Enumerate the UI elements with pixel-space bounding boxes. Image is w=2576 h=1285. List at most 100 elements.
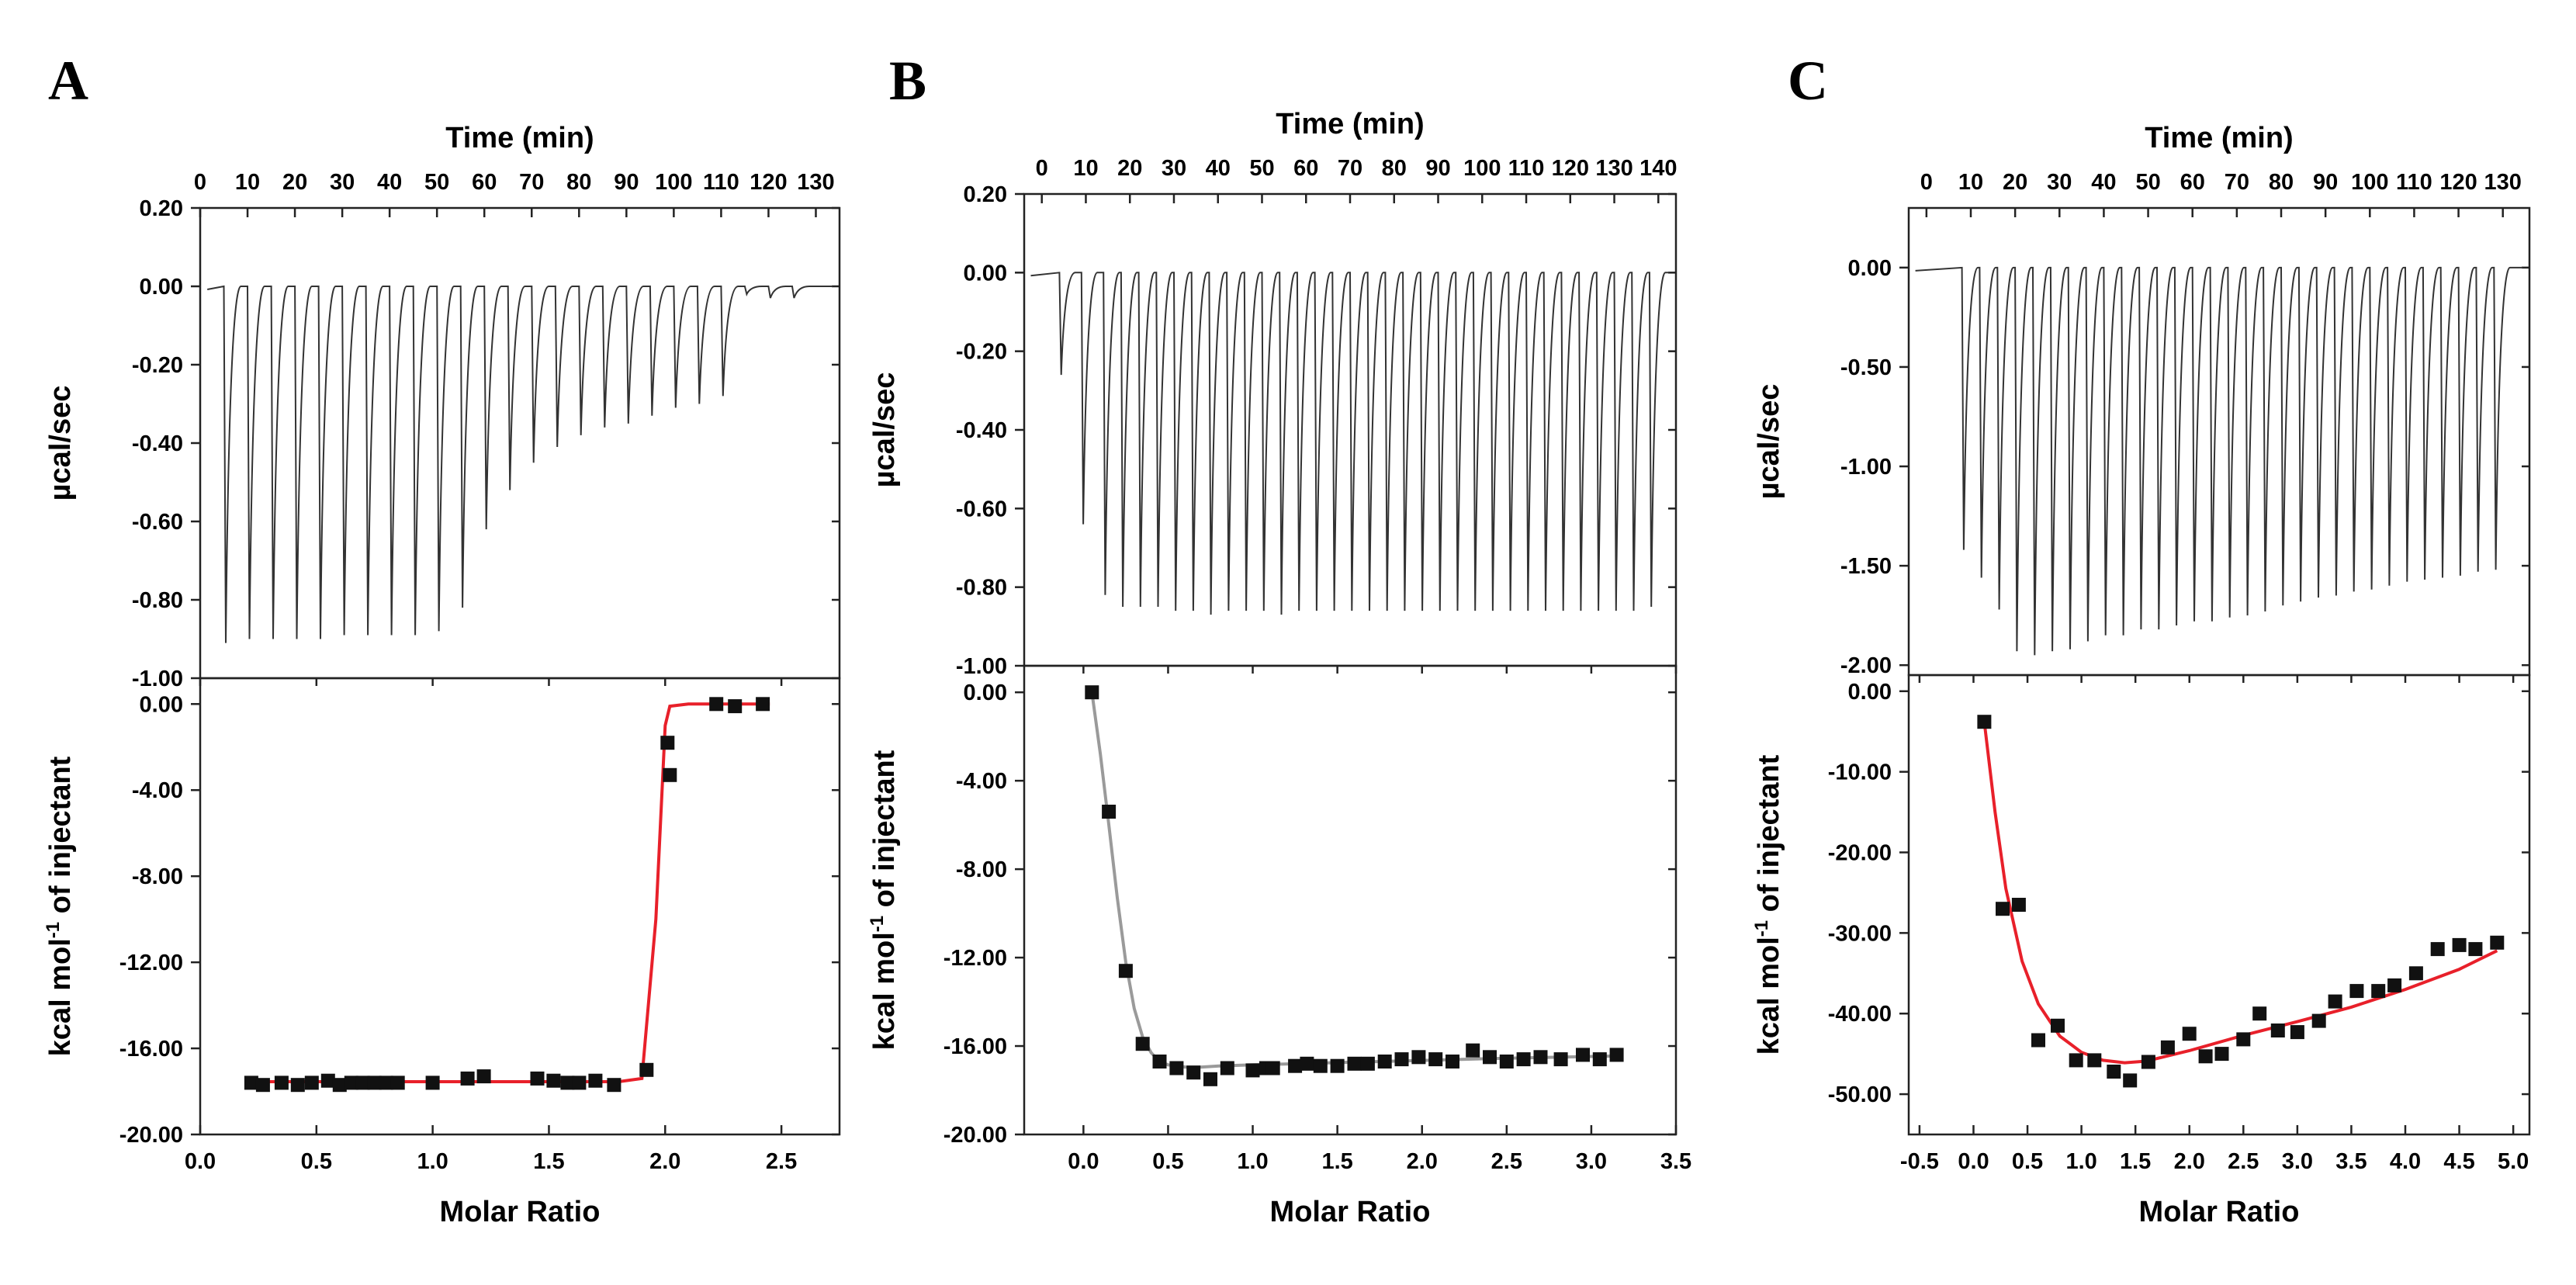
bottom-y-tick-label: -8.00 <box>956 857 1007 882</box>
bottom-plot-frame <box>1023 664 1678 1136</box>
data-point <box>1483 1050 1497 1065</box>
bottom-y-tick-label: -4.00 <box>132 778 183 803</box>
top-x-tick-label: 100 <box>655 170 692 195</box>
top-y-tick-label: -0.50 <box>1840 355 1892 380</box>
bottom-y-tick-label: -30.00 <box>1828 921 1892 946</box>
data-point <box>1288 1058 1303 1073</box>
top-y-tick-label: -2.00 <box>1840 653 1892 678</box>
bottom-y-tick-label: -40.00 <box>1828 1002 1892 1027</box>
data-point <box>1152 1055 1167 1069</box>
data-point <box>2123 1073 2138 1088</box>
data-point <box>709 697 724 712</box>
top-x-tick-label: 60 <box>2180 170 2205 195</box>
data-point <box>1220 1061 1234 1075</box>
data-point <box>1553 1052 1568 1067</box>
top-y-tick-label: -0.20 <box>956 340 1007 365</box>
top-y-tick-label: 0.00 <box>140 275 183 300</box>
data-point <box>1265 1061 1280 1075</box>
data-point <box>639 1062 654 1077</box>
data-point <box>1394 1052 1409 1067</box>
top-x-tick-label: 30 <box>330 170 355 195</box>
top-y-tick-label: -0.80 <box>132 588 183 613</box>
bottom-y-tick-label: -20.00 <box>943 1123 1007 1148</box>
data-point <box>1313 1058 1328 1073</box>
data-point <box>2107 1065 2121 1079</box>
top-x-tick-label: 60 <box>1293 156 1318 181</box>
top-x-tick-label: 80 <box>566 170 591 195</box>
data-point <box>1977 715 1992 729</box>
data-point <box>2011 898 2026 912</box>
raw-thermogram-trace <box>1915 266 2523 656</box>
bottom-x-tick-label: 1.0 <box>417 1149 448 1174</box>
bottom-x-tick-label: 0.5 <box>301 1149 332 1174</box>
top-x-tick-label: 120 <box>2439 170 2477 195</box>
bottom-y-tick-label: -50.00 <box>1828 1082 1892 1107</box>
top-x-tick-label: 70 <box>519 170 544 195</box>
data-point <box>425 1075 440 1090</box>
top-y-axis-label: µcal/sec <box>44 386 77 501</box>
top-x-tick-label: 90 <box>614 170 639 195</box>
top-y-axis-label: µcal/sec <box>1753 384 1785 500</box>
top-x-tick-label: 100 <box>1463 156 1501 181</box>
data-point <box>1300 1056 1314 1071</box>
data-point <box>1377 1055 1392 1069</box>
bottom-x-axis-label: Molar Ratio <box>440 1196 601 1228</box>
top-x-tick-label: 140 <box>1639 156 1677 181</box>
top-y-tick-label: 0.20 <box>964 182 1007 207</box>
top-x-tick-label: 110 <box>1508 156 1545 181</box>
data-point <box>1446 1055 1459 1069</box>
data-point <box>2430 942 2445 957</box>
y-label-part: kcal mol <box>1753 937 1785 1055</box>
top-x-tick-label: 80 <box>1382 156 1407 181</box>
data-point <box>390 1075 405 1090</box>
bottom-y-tick-label: 0.00 <box>1848 680 1892 705</box>
bottom-x-tick-label: 2.0 <box>649 1149 680 1174</box>
data-point <box>1499 1055 1514 1069</box>
panel-a: A Time (min) 0 10 20 30 40 50 60 70 80 90 100 110 120 1… <box>43 50 841 1228</box>
top-y-tick-label: -0.60 <box>956 497 1007 521</box>
top-x-tick-label: 120 <box>750 170 787 195</box>
top-x-tick-label: 10 <box>1958 170 1983 195</box>
data-point <box>1533 1050 1548 1065</box>
data-point <box>2270 1023 2285 1037</box>
y-label-part: of injectant <box>1753 754 1785 920</box>
y-label-superscript: -1 <box>867 916 888 932</box>
top-x-tick-label: 70 <box>2225 170 2249 195</box>
data-point <box>2031 1033 2045 1048</box>
panel-letter: A <box>48 50 88 112</box>
top-y-tick-label: -0.80 <box>956 576 1007 601</box>
data-point <box>379 1075 393 1090</box>
bottom-x-tick-label: 3.0 <box>1576 1149 1607 1174</box>
top-x-tick-label: 130 <box>1595 156 1633 181</box>
data-point <box>663 767 677 782</box>
data-point <box>332 1078 347 1093</box>
data-point <box>2290 1025 2304 1040</box>
data-point <box>460 1071 475 1086</box>
top-x-tick-label: 90 <box>2313 170 2338 195</box>
data-point <box>2214 1047 2229 1062</box>
data-point <box>2408 966 2423 981</box>
data-point <box>560 1075 575 1090</box>
data-point <box>2328 994 2342 1009</box>
bottom-x-axis-label: Molar Ratio <box>2139 1196 2300 1228</box>
data-point <box>2236 1032 2251 1047</box>
top-x-tick-label: 50 <box>1249 156 1274 181</box>
data-point <box>1576 1048 1590 1062</box>
data-point <box>320 1073 335 1088</box>
bottom-x-tick-label: 4.5 <box>2443 1149 2474 1174</box>
data-point <box>1411 1050 1426 1065</box>
top-x-tick-label: 0 <box>194 170 206 195</box>
data-point <box>1516 1052 1531 1067</box>
data-point <box>588 1073 603 1088</box>
fit-curve <box>1090 691 1617 1069</box>
raw-thermogram-trace <box>1030 272 1670 615</box>
data-point <box>2452 937 2467 952</box>
top-x-tick-label: 50 <box>424 170 449 195</box>
data-point <box>1085 685 1099 700</box>
y-label-superscript: -1 <box>43 922 64 938</box>
bottom-x-tick-label: 3.0 <box>2282 1149 2313 1174</box>
bottom-y-tick-label: -16.00 <box>119 1037 183 1062</box>
data-point <box>607 1078 621 1093</box>
data-point <box>367 1075 382 1090</box>
